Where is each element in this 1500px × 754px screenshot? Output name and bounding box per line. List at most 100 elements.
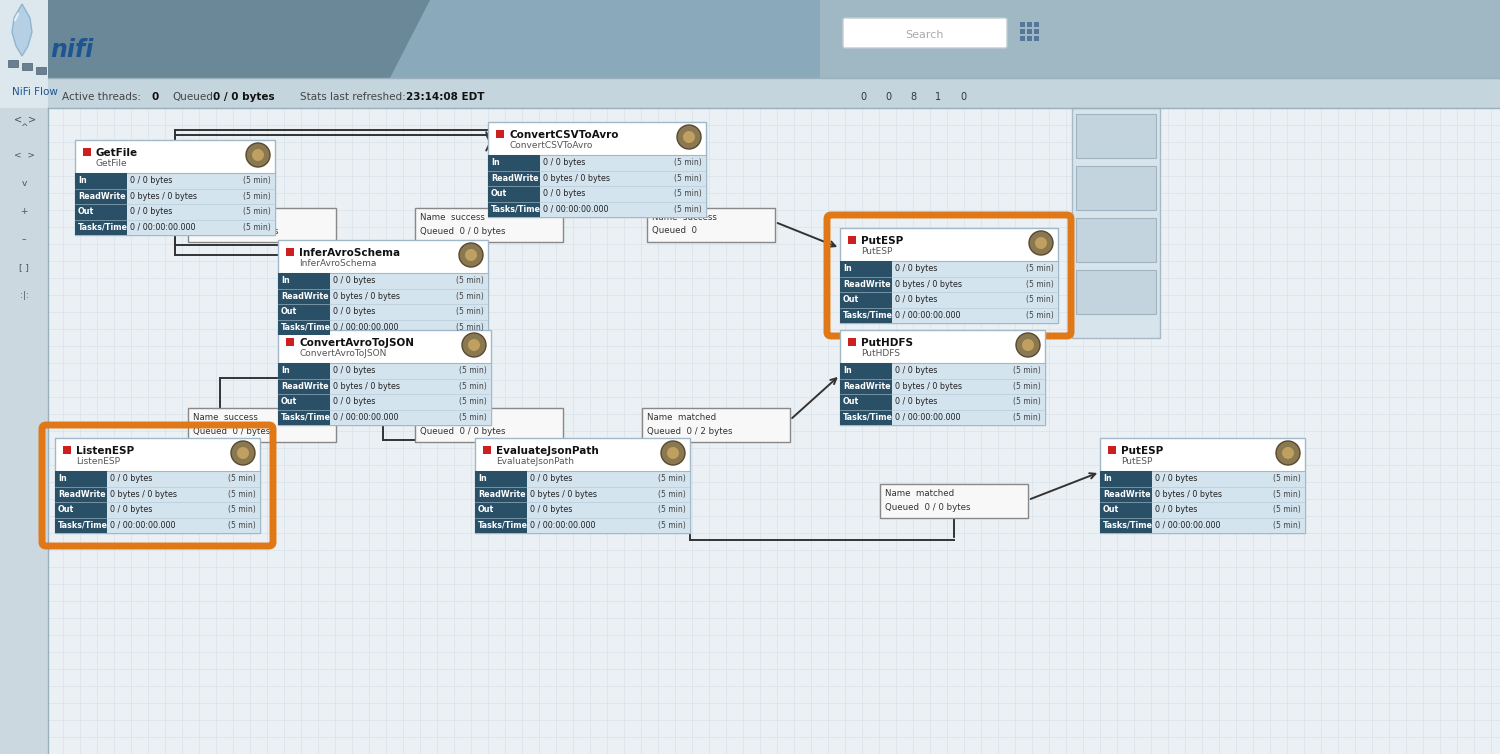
Circle shape: [662, 441, 686, 465]
Text: (5 min): (5 min): [243, 222, 272, 231]
Text: 0 / 0 bytes: 0 / 0 bytes: [543, 158, 585, 167]
Text: 0 / 0 bytes: 0 / 0 bytes: [530, 505, 573, 514]
Text: ReadWrite: ReadWrite: [843, 382, 891, 391]
Bar: [1028, 29, 1032, 34]
Text: 0 / 0 bytes: 0 / 0 bytes: [333, 397, 375, 406]
Bar: [1100, 471, 1152, 533]
Bar: [48, 78, 1500, 108]
Text: 1: 1: [934, 92, 940, 102]
Text: ConvertCSVToAvro: ConvertCSVToAvro: [509, 130, 618, 140]
Bar: [1028, 22, 1032, 27]
Text: (5 min): (5 min): [1026, 296, 1054, 305]
Bar: [840, 330, 1046, 425]
Text: Out: Out: [280, 307, 297, 316]
Bar: [476, 471, 690, 533]
Text: 0: 0: [885, 92, 891, 102]
Circle shape: [468, 339, 480, 351]
Text: (5 min): (5 min): [243, 207, 272, 216]
Bar: [75, 140, 274, 235]
Text: 0 bytes / 0 bytes: 0 bytes / 0 bytes: [896, 280, 962, 289]
Text: ReadWrite: ReadWrite: [478, 490, 525, 498]
Text: 0 bytes / 0 bytes: 0 bytes / 0 bytes: [1155, 490, 1222, 498]
Circle shape: [668, 447, 680, 459]
Text: Name  matched: Name matched: [646, 413, 716, 422]
Bar: [488, 155, 540, 217]
Text: Tasks/Time: Tasks/Time: [58, 521, 108, 530]
Text: (5 min): (5 min): [456, 307, 484, 316]
Text: 0 / 0 bytes: 0 / 0 bytes: [1155, 505, 1197, 514]
Text: 23:14:08 EDT: 23:14:08 EDT: [406, 92, 484, 102]
Text: Name  success: Name success: [420, 213, 484, 222]
Text: 0 / 00:00:00.000: 0 / 00:00:00.000: [333, 323, 399, 332]
Bar: [63, 446, 70, 454]
Bar: [1020, 36, 1025, 41]
Text: +: +: [21, 207, 27, 216]
Bar: [1100, 438, 1305, 533]
Bar: [496, 130, 504, 138]
Text: (5 min): (5 min): [658, 505, 686, 514]
Text: (5 min): (5 min): [1026, 264, 1054, 273]
Text: 0 bytes / 0 bytes: 0 bytes / 0 bytes: [896, 382, 962, 391]
Text: PutESP: PutESP: [861, 247, 892, 256]
Bar: [1072, 108, 1160, 338]
Circle shape: [237, 447, 249, 459]
Bar: [476, 471, 526, 533]
Text: Name  success: Name success: [194, 213, 258, 222]
Text: (5 min): (5 min): [658, 474, 686, 483]
Text: ReadWrite: ReadWrite: [843, 280, 891, 289]
Text: 0 / 0 bytes: 0 / 0 bytes: [896, 397, 938, 406]
Text: >: >: [28, 115, 36, 125]
Text: Name  success: Name success: [652, 213, 717, 222]
Text: (5 min): (5 min): [1274, 505, 1300, 514]
Text: 0 / 0 bytes: 0 / 0 bytes: [333, 307, 375, 316]
Bar: [840, 261, 1058, 323]
Text: PutHDFS: PutHDFS: [861, 350, 900, 358]
Bar: [278, 363, 490, 425]
Bar: [8, 60, 18, 67]
Text: Name  success: Name success: [194, 413, 258, 422]
Text: 0 / 00:00:00.000: 0 / 00:00:00.000: [1155, 521, 1221, 530]
Text: 0 / 0 bytes: 0 / 0 bytes: [130, 176, 172, 185]
Text: (5 min): (5 min): [228, 521, 256, 530]
Polygon shape: [390, 0, 820, 78]
Text: 0 / 0 bytes: 0 / 0 bytes: [530, 474, 573, 483]
Circle shape: [252, 149, 264, 161]
Text: 0 / 0 bytes: 0 / 0 bytes: [333, 366, 375, 375]
Text: Tasks/Time: Tasks/Time: [1102, 521, 1154, 530]
Bar: [1034, 36, 1040, 41]
Bar: [1108, 446, 1116, 454]
Text: Queued  0 / 0 bytes: Queued 0 / 0 bytes: [420, 226, 506, 235]
Text: In: In: [58, 474, 66, 483]
Text: 0 / 00:00:00.000: 0 / 00:00:00.000: [333, 412, 399, 421]
Bar: [483, 446, 490, 454]
Circle shape: [462, 333, 486, 357]
Circle shape: [1029, 231, 1053, 255]
Bar: [36, 67, 46, 74]
Text: (5 min): (5 min): [1274, 474, 1300, 483]
Bar: [188, 208, 336, 242]
Text: 8: 8: [910, 92, 916, 102]
Bar: [286, 338, 294, 346]
Text: Name  matched: Name matched: [885, 489, 954, 498]
Bar: [430, 0, 820, 78]
Text: <: <: [13, 115, 22, 125]
Text: ListenESP: ListenESP: [76, 446, 134, 456]
Circle shape: [459, 243, 483, 267]
Text: Out: Out: [280, 397, 297, 406]
Text: (5 min): (5 min): [1014, 366, 1041, 375]
Text: (5 min): (5 min): [1026, 311, 1054, 320]
Text: 0: 0: [152, 92, 159, 102]
Text: In: In: [280, 276, 290, 285]
Text: ReadWrite: ReadWrite: [78, 192, 126, 201]
Bar: [0, 0, 135, 108]
Bar: [278, 273, 330, 335]
Text: PutESP: PutESP: [861, 236, 903, 246]
Bar: [642, 408, 790, 442]
Bar: [821, 0, 1500, 78]
Text: ReadWrite: ReadWrite: [490, 173, 538, 182]
Text: Tasks/Time: Tasks/Time: [280, 323, 332, 332]
Circle shape: [465, 249, 477, 261]
Text: EvaluateJsonPath: EvaluateJsonPath: [496, 446, 598, 456]
Text: 0 / 0 bytes: 0 / 0 bytes: [130, 207, 172, 216]
Bar: [48, 0, 1500, 78]
